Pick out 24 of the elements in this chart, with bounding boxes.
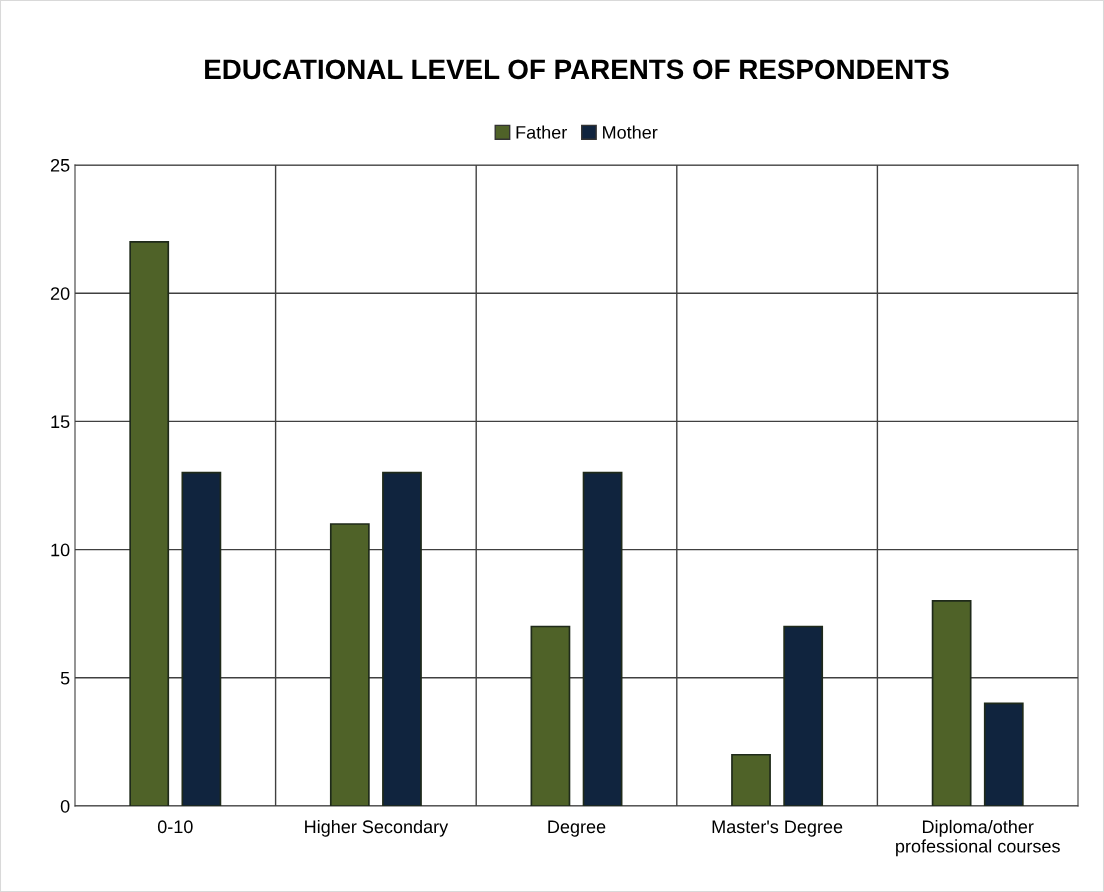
y-tick-label: 25 [50, 158, 70, 172]
bar [329, 523, 370, 806]
chart-title: EDUCATIONAL LEVEL OF PARENTS OF RESPONDENTS [205, 59, 949, 80]
bar [931, 600, 972, 806]
x-tick-label: Degree [548, 820, 606, 837]
bar [382, 471, 422, 806]
x-tick-label: Master's Degree [712, 820, 843, 837]
y-tick-label: 15 [51, 415, 70, 429]
legend-label: Father [516, 125, 567, 139]
bar [530, 625, 571, 806]
bar [181, 471, 222, 806]
bar [983, 702, 1024, 806]
y-tick-label: 20 [50, 287, 70, 300]
bar [783, 625, 824, 806]
x-tick-label: Diploma/other professional courses [896, 819, 1060, 857]
bar [731, 753, 771, 806]
y-tick-label: 0 [60, 799, 70, 813]
y-tick-label: 5 [60, 671, 70, 685]
x-tick-label: 0-10 [157, 820, 193, 834]
bar [582, 471, 623, 806]
x-tick-label: Higher Secondary [305, 819, 449, 837]
bar [129, 241, 170, 806]
legend-label: Mother [603, 125, 658, 139]
y-tick-label: 10 [51, 543, 70, 557]
